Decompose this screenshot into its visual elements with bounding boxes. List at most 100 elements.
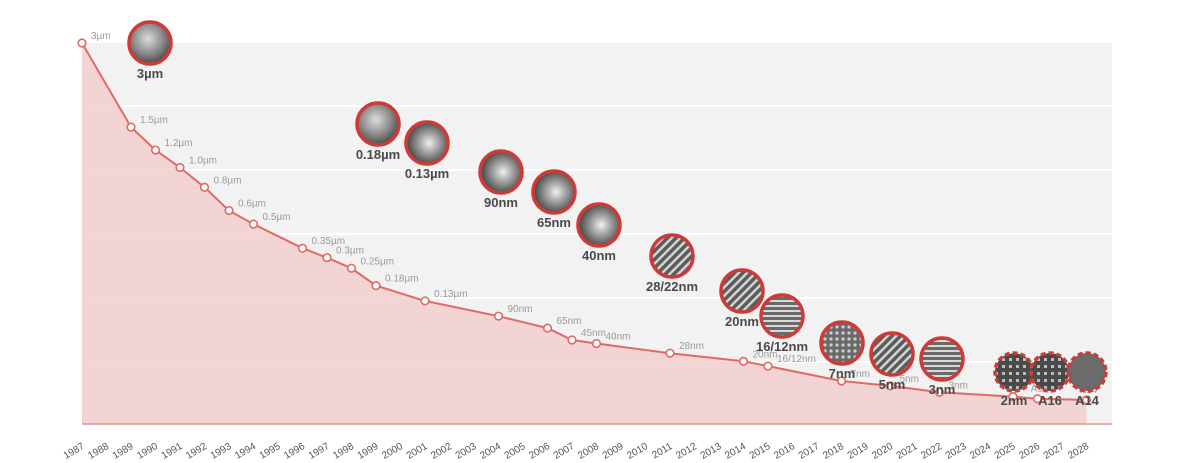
data-point (248, 219, 259, 229)
90nm-process-image (478, 149, 524, 195)
data-point (371, 281, 381, 291)
data-label: 5nm (900, 374, 919, 385)
x-tick-label: 2021 (895, 441, 920, 462)
x-tick-label: 2028 (1066, 441, 1091, 462)
process-node: 2nm (993, 351, 1035, 408)
x-tick-label: 2019 (846, 441, 871, 462)
process-node-label: 40nm (582, 248, 616, 263)
data-label: 65nm (557, 316, 582, 327)
data-label: 0.13µm (434, 289, 468, 300)
x-tick-label: 2016 (772, 441, 797, 462)
x-tick-label: 2011 (650, 441, 675, 461)
x-tick-label: 2000 (380, 441, 405, 462)
data-point (836, 376, 847, 386)
data-point (322, 253, 332, 263)
process-node: A14 (1066, 351, 1108, 408)
data-label: 40nm (606, 331, 631, 342)
data-point (738, 356, 749, 366)
process-node-label: 2nm (1001, 393, 1028, 408)
data-point (934, 387, 945, 397)
process-node-label: 16/12nm (756, 339, 808, 354)
process-node-label: A16 (1038, 393, 1062, 408)
data-label: 0.3µm (336, 246, 364, 257)
data-point (763, 361, 773, 371)
data-point (567, 335, 577, 345)
2nm-process-image (993, 351, 1035, 393)
x-tick-label: 2024 (968, 441, 993, 462)
process-node: 28/22nm (646, 233, 698, 294)
process-node-label: 0.18µm (356, 147, 400, 162)
x-tick-label: 2025 (993, 441, 1018, 462)
x-tick-label: 1990 (135, 441, 160, 462)
x-tick-label: 1992 (184, 441, 209, 462)
x-tick-label: 2002 (429, 441, 454, 462)
data-label: 0.6µm (238, 199, 266, 210)
process-node: 0.18µm (355, 101, 401, 162)
x-tick-label: 1994 (233, 441, 258, 462)
65nm-process-image (531, 169, 577, 215)
x-tick-label: 1987 (62, 441, 87, 462)
16-12nm-process-image (759, 293, 805, 339)
x-tick-label: 2007 (552, 441, 577, 462)
28-22nm-process-image (649, 233, 695, 279)
data-point (175, 162, 185, 173)
0-18um-process-image (355, 101, 401, 147)
x-tick-label: 2018 (821, 441, 846, 462)
data-label: 1.0µm (189, 155, 217, 166)
process-node: 3µm (127, 20, 173, 81)
data-label: 28nm (679, 341, 704, 352)
process-node-label: 5nm (879, 377, 906, 392)
data-label: 20nm (753, 349, 778, 360)
process-node: 0.13µm (404, 120, 450, 181)
x-tick-label: 2006 (527, 441, 552, 462)
x-tick-label: 2001 (405, 441, 430, 462)
x-tick-label: 2013 (699, 441, 724, 462)
x-tick-label: 2009 (601, 441, 626, 462)
x-tick-label: 1995 (258, 441, 283, 462)
data-point (1081, 395, 1092, 405)
x-tick-label: 2026 (1017, 441, 1042, 462)
x-tick-label: 1991 (160, 441, 185, 462)
data-label: 7nm (851, 369, 870, 380)
x-tick-label: 1993 (209, 441, 234, 462)
data-label: 3µm (91, 31, 111, 42)
process-node-label: 3µm (137, 66, 163, 81)
process-node-label: 3nm (929, 382, 956, 397)
process-node: A16 (1029, 351, 1071, 408)
process-node: 7nm (819, 320, 865, 381)
data-label: A16 (1031, 384, 1049, 395)
data-point (542, 323, 553, 333)
data-label: 0.35µm (312, 236, 346, 247)
20nm-process-image (719, 268, 765, 314)
x-tick-label: 2015 (748, 441, 773, 462)
process-node: 20nm (719, 268, 765, 329)
process-node-label: 7nm (829, 366, 856, 381)
data-point (297, 243, 308, 253)
data-point (224, 205, 234, 216)
x-tick-label: 2003 (454, 441, 479, 462)
data-point (346, 263, 357, 273)
data-label: 0.18µm (385, 274, 419, 285)
40nm-process-image (576, 202, 622, 248)
x-tick-label: 1996 (282, 441, 307, 462)
process-node: 65nm (531, 169, 577, 230)
process-node-label: A14 (1075, 393, 1100, 408)
x-tick-label: 2008 (576, 441, 601, 462)
data-point (493, 311, 504, 321)
data-point (591, 338, 602, 349)
data-label: 45nm (581, 328, 606, 339)
x-tick-label: 2022 (919, 441, 944, 462)
x-tick-label: 2005 (503, 441, 528, 462)
x-tick-label: 2023 (944, 441, 969, 462)
x-tick-label: 2017 (797, 441, 822, 462)
process-node-label: 0.13µm (405, 166, 449, 181)
3um-process-image (127, 20, 173, 66)
data-label: 0.8µm (214, 175, 242, 186)
x-axis-labels: 1987 1988 1989 1990 1991 1992 1993 1994 1995 1996… (62, 441, 1092, 462)
x-tick-label: 1998 (331, 441, 356, 462)
data-point (199, 182, 210, 192)
process-node-label: 28/22nm (646, 279, 698, 294)
x-tick-label: 1999 (356, 441, 381, 462)
data-label: 3nm (949, 380, 968, 391)
